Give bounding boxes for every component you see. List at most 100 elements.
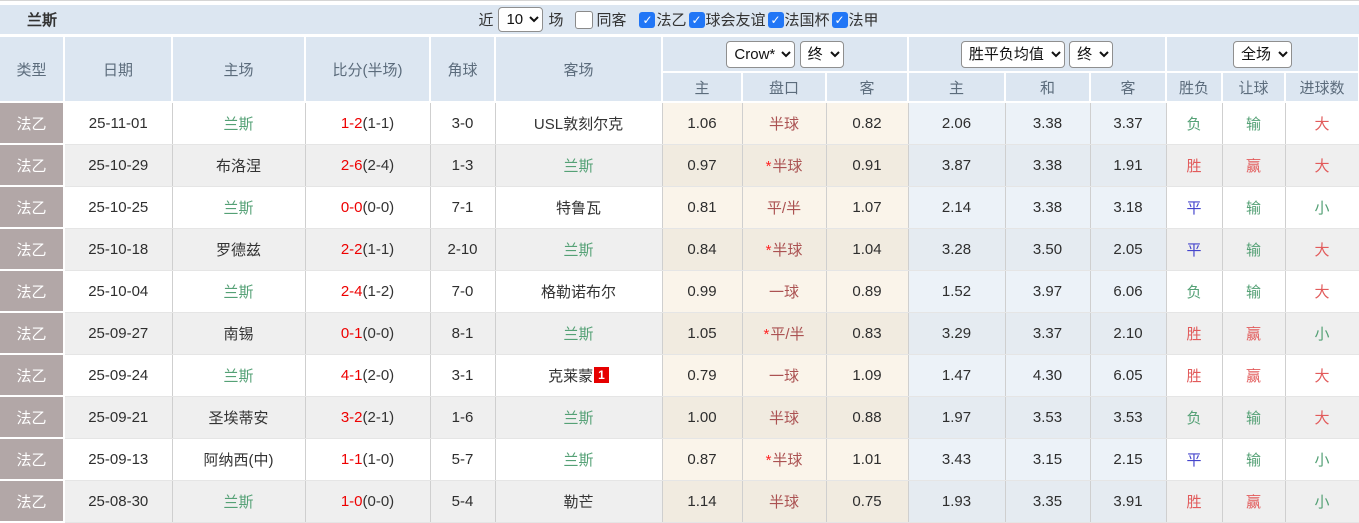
away-team-link[interactable]: USL敦刻尔克 bbox=[533, 115, 624, 133]
away-team-link[interactable]: 兰斯 bbox=[563, 409, 594, 427]
away-team-link[interactable]: 格勒诺布尔 bbox=[540, 283, 616, 301]
handicap-cell: 半球 bbox=[742, 480, 827, 523]
col-mean-away: 客 bbox=[1090, 72, 1168, 103]
result-cell: 胜 bbox=[1166, 312, 1223, 355]
goals-result-cell: 小 bbox=[1285, 438, 1359, 481]
league-filter-checkbox[interactable]: ✓ bbox=[639, 11, 656, 28]
away-cell: 兰斯 bbox=[495, 228, 663, 271]
league-filter-label: 法乙 bbox=[656, 12, 687, 29]
league-type-cell: 法乙 bbox=[0, 186, 65, 229]
goals-result-cell: 大 bbox=[1285, 144, 1359, 187]
away-team-link[interactable]: 兰斯 bbox=[563, 451, 594, 469]
col-handicap: 盘口 bbox=[742, 72, 827, 103]
handicap-cell: 半球 bbox=[742, 102, 827, 145]
away-cell: USL敦刻尔克 bbox=[495, 102, 663, 145]
match-table-body: 法乙 25-11-01 兰斯 1-2(1-1) 3-0 USL敦刻尔克 1.06 半球 0.82… bbox=[0, 102, 1359, 523]
odds-away-cell: 0.88 bbox=[826, 396, 909, 439]
col-type: 类型 bbox=[0, 37, 65, 103]
away-team-link[interactable]: 特鲁瓦 bbox=[555, 199, 601, 217]
fulltime-scope-select[interactable]: 全场 bbox=[1233, 40, 1293, 68]
handicap-result-cell: 赢 bbox=[1222, 354, 1286, 397]
handicap-cell: *半球 bbox=[742, 438, 827, 481]
corner-cell: 3-1 bbox=[430, 354, 496, 397]
corner-cell: 5-7 bbox=[430, 438, 496, 481]
home-team-link[interactable]: 圣埃蒂安 bbox=[208, 409, 269, 427]
date-cell: 25-10-18 bbox=[64, 228, 173, 271]
home-team-link[interactable]: 罗德兹 bbox=[215, 241, 261, 259]
handicap-result-cell: 赢 bbox=[1222, 312, 1286, 355]
away-team-link[interactable]: 克莱蒙 bbox=[548, 367, 594, 385]
mean-type-select[interactable]: 胜平负均值 bbox=[960, 40, 1065, 68]
corner-cell: 7-0 bbox=[430, 270, 496, 313]
mean-draw-cell: 3.38 bbox=[1005, 144, 1091, 187]
home-team-link[interactable]: 兰斯 bbox=[223, 115, 254, 133]
mean-home-cell: 3.29 bbox=[908, 312, 1006, 355]
league-filter-checkbox[interactable]: ✓ bbox=[831, 11, 848, 28]
col-corner: 角球 bbox=[430, 37, 496, 103]
date-cell: 25-11-01 bbox=[64, 102, 173, 145]
league-filter-checkbox[interactable]: ✓ bbox=[688, 11, 705, 28]
col-result: 胜负 bbox=[1166, 72, 1224, 103]
league-filter-label: 法国杯 bbox=[784, 12, 830, 29]
handicap-result-cell: 输 bbox=[1222, 270, 1286, 313]
goals-result-cell: 大 bbox=[1285, 102, 1359, 145]
league-filter-label: 球会友谊 bbox=[705, 12, 766, 29]
home-team-link[interactable]: 阿纳西(中) bbox=[203, 451, 274, 469]
col-odds-away: 客 bbox=[826, 72, 910, 103]
home-team-link[interactable]: 兰斯 bbox=[223, 493, 254, 511]
date-cell: 25-10-04 bbox=[64, 270, 173, 313]
mean-home-cell: 1.93 bbox=[908, 480, 1006, 523]
league-filter-checkbox[interactable]: ✓ bbox=[767, 11, 784, 28]
home-team-link[interactable]: 兰斯 bbox=[223, 283, 254, 301]
odds-home-cell: 1.06 bbox=[662, 102, 743, 145]
handicap-result-cell: 输 bbox=[1222, 438, 1286, 481]
handicap-cell: 平/半 bbox=[742, 186, 827, 229]
mean-home-cell: 2.06 bbox=[908, 102, 1006, 145]
mean-home-cell: 1.52 bbox=[908, 270, 1006, 313]
home-team-link[interactable]: 布洛涅 bbox=[215, 157, 261, 175]
goals-result-cell: 大 bbox=[1285, 270, 1359, 313]
odds-company-select[interactable]: Crow* bbox=[726, 40, 796, 68]
corner-cell: 7-1 bbox=[430, 186, 496, 229]
same-away-checkbox[interactable] bbox=[575, 10, 594, 29]
league-type-cell: 法乙 bbox=[0, 228, 65, 271]
odds-group-header: Crow* 终 bbox=[662, 37, 910, 73]
mean-draw-cell: 3.50 bbox=[1005, 228, 1091, 271]
corner-cell: 1-3 bbox=[430, 144, 496, 187]
home-team-link[interactable]: 南锡 bbox=[223, 325, 254, 343]
table-row: 法乙 25-09-24 兰斯 4-1(2-0) 3-1 克莱蒙 1 0.79 一球 1.09 1.4… bbox=[0, 354, 1359, 397]
score-cell: 0-0(0-0) bbox=[305, 186, 431, 229]
odds-home-cell: 1.00 bbox=[662, 396, 743, 439]
league-type-cell: 法乙 bbox=[0, 144, 65, 187]
fulltime-group-header: 全场 bbox=[1166, 37, 1359, 73]
result-cell: 胜 bbox=[1166, 354, 1223, 397]
col-away: 客场 bbox=[495, 37, 663, 103]
mean-period-select[interactable]: 终 bbox=[1069, 40, 1114, 68]
goals-result-cell: 小 bbox=[1285, 480, 1359, 523]
result-cell: 平 bbox=[1166, 228, 1223, 271]
home-team-link[interactable]: 兰斯 bbox=[223, 199, 254, 217]
corner-cell: 1-6 bbox=[430, 396, 496, 439]
away-cell: 克莱蒙 1 bbox=[495, 354, 663, 397]
away-team-link[interactable]: 兰斯 bbox=[563, 241, 594, 259]
recent-count-select[interactable]: 10 bbox=[498, 7, 544, 32]
mean-home-cell: 3.87 bbox=[908, 144, 1006, 187]
away-team-link[interactable]: 勒芒 bbox=[563, 493, 594, 511]
home-team-link[interactable]: 兰斯 bbox=[223, 367, 254, 385]
odds-away-cell: 1.09 bbox=[826, 354, 909, 397]
result-cell: 负 bbox=[1166, 270, 1223, 313]
goals-result-cell: 大 bbox=[1285, 354, 1359, 397]
odds-period-select[interactable]: 终 bbox=[799, 40, 844, 68]
mean-draw-cell: 3.53 bbox=[1005, 396, 1091, 439]
mean-away-cell: 2.15 bbox=[1090, 438, 1167, 481]
odds-away-cell: 0.91 bbox=[826, 144, 909, 187]
away-team-link[interactable]: 兰斯 bbox=[563, 325, 594, 343]
date-cell: 25-09-24 bbox=[64, 354, 173, 397]
mean-away-cell: 2.10 bbox=[1090, 312, 1167, 355]
result-cell: 胜 bbox=[1166, 480, 1223, 523]
score-cell: 1-0(0-0) bbox=[305, 480, 431, 523]
score-cell: 0-1(0-0) bbox=[305, 312, 431, 355]
away-team-link[interactable]: 兰斯 bbox=[563, 157, 594, 175]
date-cell: 25-09-13 bbox=[64, 438, 173, 481]
recent-label: 近 bbox=[478, 12, 494, 29]
